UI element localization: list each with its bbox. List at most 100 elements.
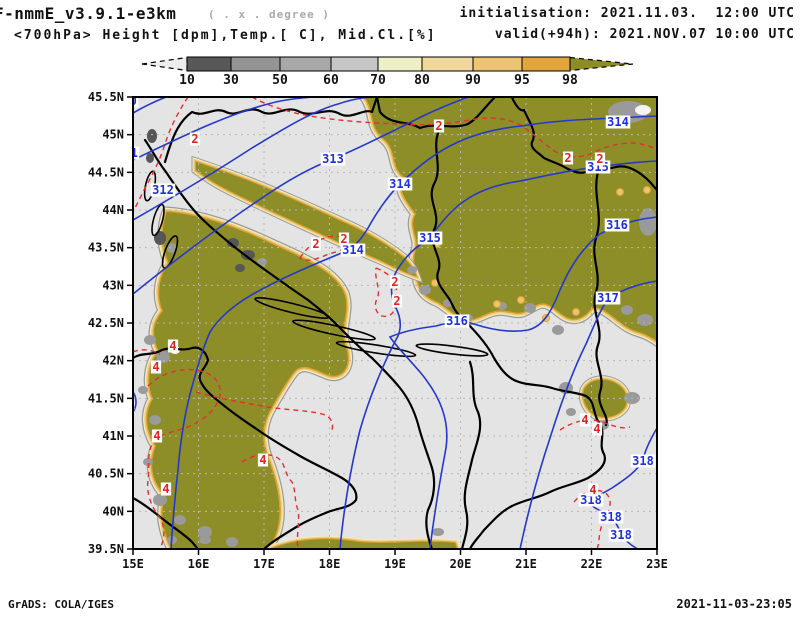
lat-tick-label: 40.5N xyxy=(88,467,124,481)
border-drina xyxy=(430,126,468,324)
gray-cloud-blob xyxy=(637,314,653,326)
height-contour-label-box xyxy=(595,291,621,305)
coast-italy-adriatic xyxy=(133,346,358,549)
height-contour-label-box xyxy=(608,528,634,542)
height-contour-label-box xyxy=(417,231,443,245)
colorbar-segment xyxy=(521,56,571,72)
gray-cloud-blob xyxy=(153,494,167,506)
temp-contour-label: 2 xyxy=(340,232,347,246)
temp-contour-label: 2 xyxy=(435,119,442,133)
lat-tick-label: 39.5N xyxy=(88,542,124,556)
temp-contour-label-box xyxy=(594,152,606,166)
lon-axis: 15E 16E 17E 18E 19E 20E 21E 22E 23E xyxy=(122,549,668,571)
temp-contour-label-box xyxy=(257,453,269,467)
lon-tick-label: 16E xyxy=(188,557,210,571)
island-outline xyxy=(292,319,376,341)
colorbar-tick-label: 70 xyxy=(370,73,386,88)
initialisation-time: initialisation: 2021.11.03. 12:00 UTC xyxy=(459,6,795,21)
lon-tick-label: 18E xyxy=(319,557,341,571)
height-contour-labels: 3103113123133133143143143153153163163173… xyxy=(116,97,656,542)
height-contour-label: 318 xyxy=(610,528,632,542)
temp-contour-label: 4 xyxy=(162,482,169,496)
gray-cloud-blob xyxy=(235,264,245,272)
lon-tick-label: 19E xyxy=(384,557,406,571)
colorbar-tick-label: 60 xyxy=(323,73,339,88)
gray-cloud-blob xyxy=(241,250,255,260)
lat-tick-label: 44.5N xyxy=(88,165,124,179)
colorbar-tick-label: 10 xyxy=(179,73,195,88)
temp-contour-label-box xyxy=(167,339,179,353)
height-contour-label: 317 xyxy=(597,291,619,305)
creation-timestamp: 2021-11-03-23:05 xyxy=(676,597,792,611)
border-east-meridional xyxy=(593,170,608,427)
orange-cloud-dot xyxy=(643,186,651,194)
lon-tick-label: 21E xyxy=(515,557,537,571)
height-contour-label: 314 xyxy=(607,115,629,129)
temp-contour-label: 4 xyxy=(169,339,176,353)
lat-tick-label: 43.5N xyxy=(88,241,124,255)
gray-cloud-blob xyxy=(552,325,564,335)
gray-cloud-blob xyxy=(566,408,576,416)
lat-tick-label: 44N xyxy=(102,203,124,217)
height-contour-label-box xyxy=(630,454,656,468)
colorbar-segment xyxy=(377,56,423,72)
gray-cloud-blob xyxy=(138,386,148,394)
gray-cloud-blob xyxy=(635,105,651,115)
temp-contour-label-box xyxy=(391,294,403,308)
colorbar-tick-label: 90 xyxy=(465,73,481,88)
lon-tick-label: 15E xyxy=(122,557,144,571)
height-contour-label-box xyxy=(387,177,413,191)
valid-time: valid(+94h): 2021.NOV.07 10:00 UTC xyxy=(494,27,795,42)
temp-contour-label: 2 xyxy=(596,152,603,166)
colorbar-segment xyxy=(230,56,281,72)
gray-cloud-blob xyxy=(227,238,239,248)
orange-cloud-dot xyxy=(493,300,501,308)
height-contour-label-box xyxy=(604,218,630,232)
gray-cloud-blob xyxy=(524,303,536,313)
temp-contour-label-box xyxy=(150,360,162,374)
lat-tick-label: 41.5N xyxy=(88,391,124,405)
height-contour-label-box xyxy=(578,493,604,507)
colorbar-segment xyxy=(279,56,332,72)
height-contour-label: 316 xyxy=(446,314,468,328)
island-outline xyxy=(161,235,179,269)
gray-cloud-blob xyxy=(639,208,657,236)
colorbar-segment xyxy=(421,56,474,72)
model-title: F-nmmE_v3.9.1-e3km xyxy=(0,4,177,23)
island-outline xyxy=(151,203,165,237)
coastline-borders xyxy=(133,97,657,549)
temp-contour-label-box xyxy=(579,413,591,427)
height-contour-label: 311 xyxy=(116,146,138,160)
gray-cloud-blob xyxy=(167,243,177,253)
temp-contour-label-box xyxy=(591,422,603,436)
temp-contour-label: 4 xyxy=(581,413,588,427)
lat-tick-label: 41N xyxy=(102,429,124,443)
colorbar-segment xyxy=(330,56,379,72)
temp-contour-lines xyxy=(133,97,657,549)
height-contour-label-box xyxy=(605,115,631,129)
gray-cloud-blob xyxy=(198,526,212,538)
island-outline xyxy=(335,340,417,358)
temp-contour-label: 2 xyxy=(564,151,571,165)
temp-contour-label: 2 xyxy=(391,275,398,289)
border-north xyxy=(163,97,379,164)
lon-tick-label: 17E xyxy=(253,557,275,571)
colorbar-tick-label: 80 xyxy=(414,73,430,88)
temp-contour-label-box xyxy=(338,232,350,246)
gray-cloud-blob xyxy=(149,415,161,425)
colorbar: 10 30 50 60 70 80 90 95 98 xyxy=(141,56,634,88)
height-contour-label: 318 xyxy=(600,510,622,524)
orange-cloud-dot xyxy=(517,296,525,304)
height-contour-label: 318 xyxy=(632,454,654,468)
gray-cloud-blob xyxy=(154,231,166,245)
lat-tick-label: 42N xyxy=(102,354,124,368)
field-title: <700hPa> Height [dpm],Temp.[ C], Mid.Cl.… xyxy=(14,28,437,43)
height-contour-label-box xyxy=(340,243,366,257)
orange-cloud-dot xyxy=(572,308,580,316)
colorbar-segment xyxy=(186,56,232,72)
gray-cloud-blob xyxy=(144,335,156,345)
lat-tick-label: 42.5N xyxy=(88,316,124,330)
grads-credit: GrADS: COLA/IGES xyxy=(8,598,114,611)
gray-cloud-blob xyxy=(226,537,238,547)
